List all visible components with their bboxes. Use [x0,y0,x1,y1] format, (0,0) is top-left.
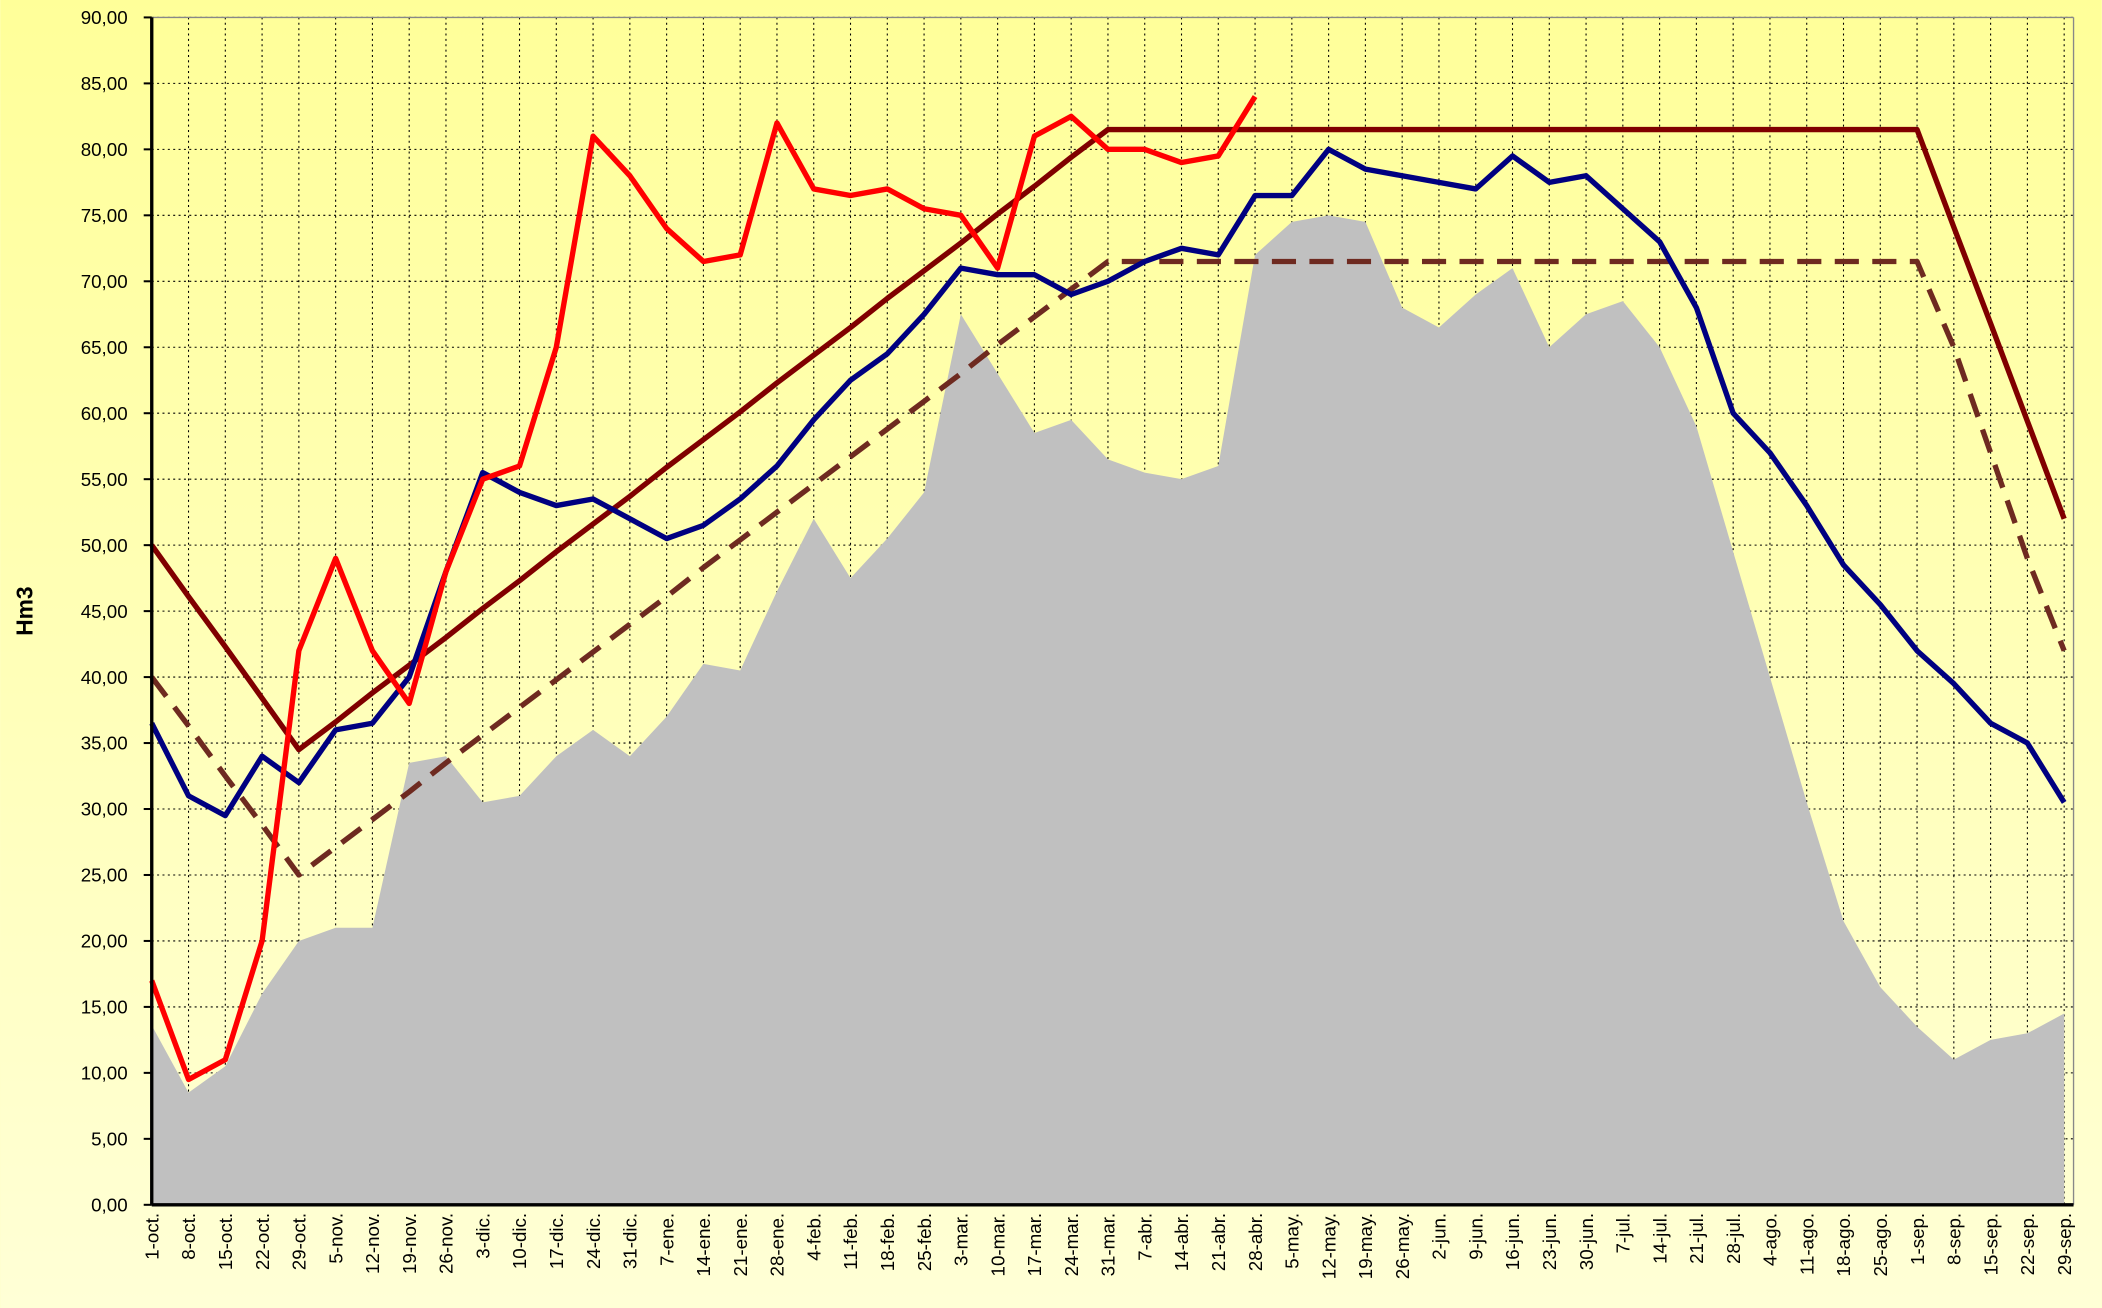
x-tick-label: 15-sep. [1980,1213,2001,1276]
x-tick-label: 14-ene. [693,1213,714,1277]
line [149,258,2067,878]
x-tick-label: 8-sep. [1944,1213,1965,1265]
y-axis-label: Hm3 [11,586,37,635]
x-tick-label: 22-oct. [252,1213,273,1270]
x-tick-label: 24-dic. [583,1213,604,1269]
y-tick-label: 45,00 [81,601,128,622]
line [149,95,1258,1083]
x-tick-label: 10-mar. [987,1213,1008,1277]
x-tick-label: 2-jun. [1429,1213,1450,1260]
x-tick-label: 8-oct. [178,1213,199,1260]
y-tick-label: 30,00 [81,799,128,820]
x-tick-label: 24-mar. [1061,1213,1082,1277]
x-tick-label: 12-may. [1318,1213,1339,1279]
y-tick-label: 90,00 [81,7,128,28]
x-tick-label: 1-oct. [141,1213,162,1260]
x-tick-label: 19-may. [1355,1213,1376,1279]
x-tick-label: 31-mar. [1098,1213,1119,1277]
x-tick-label: 4-ago. [1760,1213,1781,1266]
x-tick-label: 1-sep. [1907,1213,1928,1265]
y-tick-label: 25,00 [81,865,128,886]
x-tick-label: 7-abr. [1134,1213,1155,1261]
x-tick-label: 21-ene. [730,1213,751,1277]
x-tick-label: 21-jul. [1686,1213,1707,1264]
x-tick-label: 3-mar. [951,1213,972,1266]
y-tick-label: 0,00 [91,1195,128,1216]
x-tick-label: 3-dic. [472,1213,493,1259]
x-tick-label: 21-abr. [1208,1213,1229,1271]
x-tick-label: 29-oct. [289,1213,310,1270]
y-tick-label: 10,00 [81,1063,128,1084]
x-tick-label: 15-oct. [215,1213,236,1270]
y-tick-label: 65,00 [81,337,128,358]
x-tick-label: 18-ago. [1833,1213,1854,1277]
x-tick-label: 5-may. [1282,1213,1303,1269]
y-tick-label: 85,00 [81,73,128,94]
x-tick-label: 14-abr. [1171,1213,1192,1271]
x-tick-label: 7-jul. [1613,1213,1634,1254]
x-tick-label: 18-feb. [877,1213,898,1271]
x-tick-label: 22-sep. [2017,1213,2038,1276]
x-tick-label: 5-nov. [325,1213,346,1264]
x-tick-label: 26-nov. [436,1213,457,1274]
y-tick-label: 75,00 [81,205,128,226]
x-tick-label: 17-mar. [1024,1213,1045,1277]
x-tick-label: 12-nov. [362,1213,383,1274]
x-tick-label: 28-jul. [1723,1213,1744,1264]
y-tick-label: 50,00 [81,535,128,556]
x-tick-label: 25-feb. [914,1213,935,1271]
x-tick-label: 17-dic. [546,1213,567,1269]
y-tick-label: 15,00 [81,997,128,1018]
x-tick-label: 4-feb. [803,1213,824,1261]
x-tick-label: 9-jun. [1465,1213,1486,1260]
y-tick-label: 60,00 [81,403,128,424]
y-tick-label: 20,00 [81,931,128,952]
y-tick-label: 5,00 [91,1129,128,1150]
x-tick-label: 16-jun. [1502,1213,1523,1270]
x-tick-label: 28-abr. [1245,1213,1266,1271]
x-tick-label: 29-sep. [2054,1213,2075,1276]
x-tick-label: 19-nov. [399,1213,420,1274]
y-tick-label: 55,00 [81,469,128,490]
x-tick-label: 7-ene. [656,1213,677,1266]
y-tick-label: 35,00 [81,733,128,754]
y-tick-label: 40,00 [81,667,128,688]
x-tick-label: 23-jun. [1539,1213,1560,1270]
x-tick-label: 11-ago. [1796,1213,1817,1275]
x-tick-label: 25-ago. [1870,1213,1891,1277]
area [151,215,2065,1205]
x-tick-label: 30-jun. [1576,1213,1597,1270]
y-tick-label: 80,00 [81,139,128,160]
x-tick-label: 31-dic. [620,1213,641,1269]
x-tick-label: 26-may. [1392,1213,1413,1279]
y-tick-label: 70,00 [81,271,128,292]
x-tick-label: 10-dic. [509,1213,530,1269]
x-tick-label: 28-ene. [767,1213,788,1277]
x-tick-label: 14-jul. [1649,1213,1670,1264]
x-tick-label: 11-feb. [840,1213,861,1270]
line [149,126,2067,753]
